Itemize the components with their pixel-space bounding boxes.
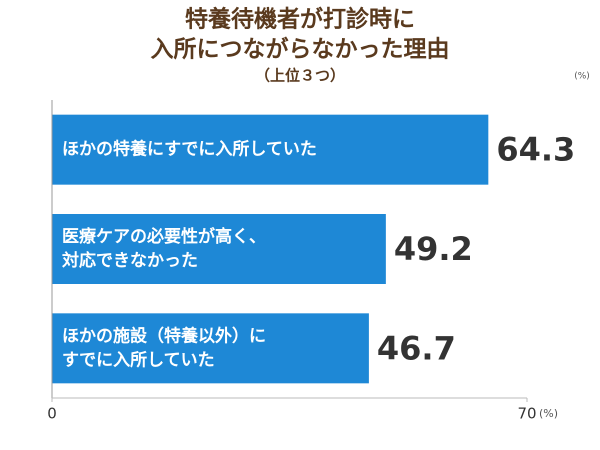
x-tick-label: 70 bbox=[517, 405, 536, 423]
bar bbox=[52, 313, 369, 384]
value-label: 46.7 bbox=[377, 329, 456, 367]
bar bbox=[52, 214, 386, 284]
x-tick-label: 0 bbox=[47, 405, 57, 423]
unit-label: (%) bbox=[539, 407, 558, 420]
category-label: 対応できなかった bbox=[61, 250, 198, 271]
value-label: 64.3 bbox=[496, 131, 575, 169]
bar bbox=[52, 114, 489, 185]
category-label: ほかの施設（特養以外）に bbox=[62, 325, 266, 346]
chart-subtitle: （上位３つ） bbox=[255, 67, 345, 85]
unit-label: (%) bbox=[574, 72, 590, 82]
category-label: すでに入所していた bbox=[62, 350, 215, 370]
category-label: 医療ケアの必要性が高く、 bbox=[62, 226, 266, 247]
chart-title: 入所につながらなかった理由 bbox=[151, 36, 450, 63]
chart-title: 特養待機者が打診時に bbox=[185, 6, 415, 33]
value-label: 49.2 bbox=[394, 230, 473, 268]
category-label: ほかの特養にすでに入所していた bbox=[62, 139, 317, 160]
